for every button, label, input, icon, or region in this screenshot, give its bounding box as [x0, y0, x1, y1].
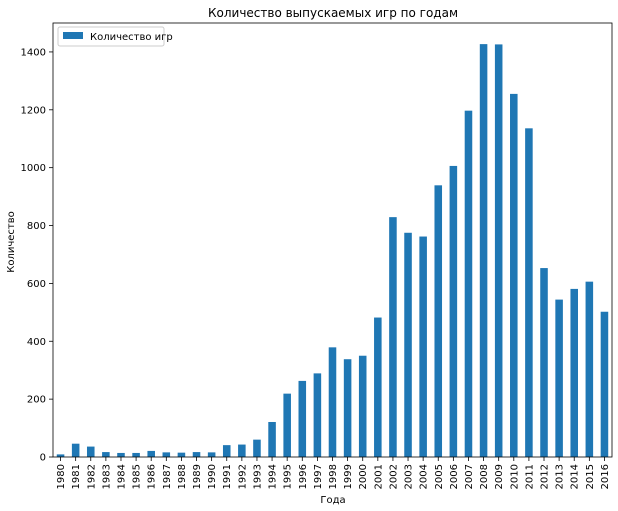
bar-1998 [328, 347, 337, 457]
y-tick-label: 200 [27, 395, 46, 406]
x-axis-ticks: 1980 1981 1982 1983 1984 1985 1986 1987 1988 1989… [56, 457, 611, 489]
bar-1989 [192, 452, 201, 457]
bar-1990 [207, 452, 216, 457]
x-tick-label: 2015 [585, 464, 596, 489]
x-tick-label: 1995 [283, 464, 294, 489]
bar-1997 [313, 373, 322, 457]
x-tick-label: 1996 [298, 464, 309, 489]
x-tick-label: 1998 [328, 464, 339, 489]
x-tick-label: 2001 [373, 464, 384, 489]
bar-2000 [358, 355, 367, 457]
x-tick-label: 1982 [86, 464, 97, 489]
x-axis-label: Года [320, 495, 345, 506]
bar-1981 [71, 443, 80, 457]
bar-2004 [419, 236, 427, 457]
x-tick-label: 2014 [570, 464, 581, 489]
bar-1992 [238, 444, 246, 457]
x-tick-label: 1980 [56, 464, 67, 489]
y-tick-label: 400 [27, 337, 46, 348]
x-tick-label: 2012 [540, 464, 551, 489]
x-tick-label: 1990 [207, 464, 218, 489]
x-tick-label: 2011 [524, 464, 535, 489]
x-tick-label: 1988 [177, 464, 188, 489]
legend-label: Количество игр [90, 32, 173, 43]
x-tick-label: 2010 [509, 464, 520, 489]
legend-swatch [63, 32, 83, 39]
bar-2003 [404, 232, 412, 457]
plot-frame [52, 22, 613, 458]
x-tick-label: 1981 [71, 464, 82, 489]
x-tick-label: 2002 [388, 464, 399, 489]
x-tick-label: 2003 [404, 464, 415, 489]
bar-1983 [102, 452, 110, 457]
bar-2012 [540, 268, 548, 457]
bar-1987 [162, 452, 171, 457]
x-tick-label: 2007 [464, 464, 475, 489]
x-tick-label: 1999 [343, 464, 354, 489]
bar-1980 [56, 454, 65, 457]
bar-2015 [585, 281, 594, 457]
x-tick-label: 2016 [600, 464, 611, 489]
x-tick-label: 1989 [192, 464, 203, 489]
y-tick-label: 0 [40, 453, 46, 464]
bar-1986 [147, 450, 155, 457]
x-tick-label: 2004 [419, 464, 430, 489]
bar-2007 [464, 110, 473, 458]
bar-1985 [132, 452, 140, 457]
y-tick-label: 800 [27, 221, 46, 232]
x-tick-label: 2005 [434, 464, 445, 489]
bar-2011 [525, 128, 533, 457]
bar-1991 [222, 445, 231, 457]
bar-2005 [434, 185, 443, 457]
bar-2006 [449, 165, 458, 457]
bar-2016 [600, 311, 609, 457]
bar-1993 [253, 439, 261, 457]
bar-2014 [570, 288, 578, 457]
y-tick-label: 1200 [21, 105, 46, 116]
x-tick-label: 1991 [222, 464, 233, 489]
bar-1996 [298, 380, 307, 457]
bar-2013 [555, 299, 563, 457]
y-tick-label: 600 [27, 279, 46, 290]
bar-2002 [389, 217, 397, 457]
bar-1995 [283, 393, 291, 457]
x-tick-label: 1986 [147, 464, 158, 489]
x-tick-label: 1983 [101, 464, 112, 489]
x-tick-label: 2013 [555, 464, 566, 489]
bar-1984 [117, 452, 125, 457]
bar-1988 [177, 452, 186, 457]
bar-1999 [343, 359, 352, 457]
x-tick-label: 2000 [358, 464, 369, 489]
bars-group [56, 44, 609, 458]
y-tick-label: 1400 [21, 47, 46, 58]
x-tick-label: 2009 [494, 464, 505, 489]
bar-1982 [86, 446, 95, 457]
x-tick-label: 1992 [237, 464, 248, 489]
bar-2009 [494, 44, 503, 457]
y-axis-label: Количество [6, 211, 17, 273]
x-tick-label: 1997 [313, 464, 324, 489]
chart-title: Количество выпускаемых игр по годам [208, 6, 458, 20]
y-tick-label: 1000 [21, 163, 46, 174]
x-tick-label: 2008 [479, 464, 490, 489]
x-tick-label: 1984 [116, 464, 127, 489]
legend-box [57, 26, 165, 47]
bar-1994 [268, 421, 276, 457]
x-tick-label: 2006 [449, 464, 460, 489]
legend: Количество игр [57, 26, 173, 47]
bar-2010 [510, 93, 518, 457]
x-tick-label: 1993 [252, 464, 263, 489]
x-tick-label: 1994 [268, 464, 279, 489]
bar-2008 [479, 44, 488, 458]
y-axis-ticks: 0 200 400 600 800 1000 1200 1400 [21, 47, 53, 464]
x-tick-label: 1987 [162, 464, 173, 489]
bar-2001 [374, 317, 382, 457]
x-tick-label: 1985 [132, 464, 143, 489]
